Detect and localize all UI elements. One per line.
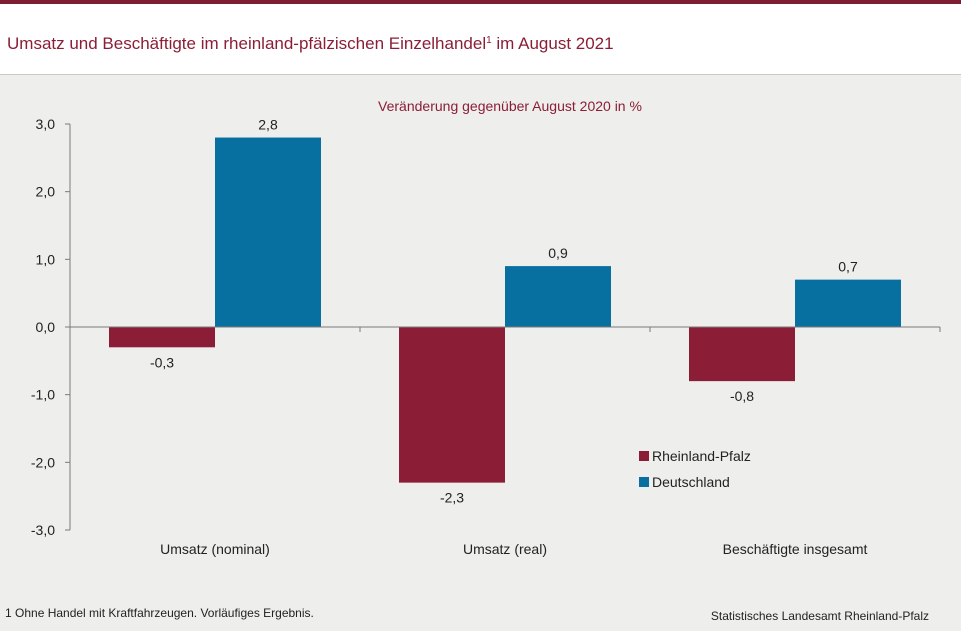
legend: Rheinland-Pfalz Deutschland [639, 448, 751, 490]
bar [215, 137, 321, 327]
page-title: Umsatz und Beschäftigte im rheinland-pfä… [7, 34, 614, 53]
bar [689, 327, 795, 382]
legend-swatch [639, 451, 649, 461]
data-label: 2,8 [258, 117, 278, 133]
source-credit: Statistisches Landesamt Rheinland-Pfalz [710, 609, 929, 623]
y-tick-label: -2,0 [31, 454, 55, 470]
data-label: -0,3 [150, 354, 174, 370]
legend-swatch [639, 477, 649, 487]
x-tick-label: Umsatz (nominal) [160, 541, 270, 557]
bar [109, 327, 215, 348]
bar [795, 279, 901, 327]
y-tick-label: -1,0 [31, 387, 55, 403]
legend-label: Deutschland [652, 474, 730, 490]
top-accent-bar [0, 0, 961, 4]
x-tick-label: Beschäftigte insgesamt [723, 541, 868, 557]
bar [505, 266, 611, 327]
chart-subtitle: Veränderung gegenüber August 2020 in % [378, 98, 642, 114]
y-tick-label: -3,0 [31, 522, 55, 538]
y-tick-label: 2,0 [36, 184, 56, 200]
data-label: -0,8 [730, 388, 754, 404]
x-axis: Umsatz (nominal) Umsatz (real) Beschäftigt… [69, 326, 941, 557]
x-tick-label: Umsatz (real) [463, 541, 547, 557]
data-label: 0,7 [838, 259, 858, 275]
y-tick-label: 1,0 [36, 251, 56, 267]
y-tick-label: 0,0 [36, 319, 56, 335]
y-axis: 3,0 2,0 1,0 0,0 -1,0 -2,0 -3,0 [31, 116, 71, 538]
legend-label: Rheinland-Pfalz [652, 448, 751, 464]
footnote: 1 Ohne Handel mit Kraftfahrzeugen. Vorlä… [5, 606, 314, 620]
y-tick-label: 3,0 [36, 116, 56, 132]
data-label: -2,3 [440, 490, 464, 506]
data-label: 0,9 [548, 245, 568, 261]
bar [399, 327, 505, 483]
bars: -0,3 2,8 -2,3 0,9 -0,8 0,7 [109, 117, 901, 506]
header: Umsatz und Beschäftigte im rheinland-pfä… [0, 4, 961, 74]
header-divider [0, 74, 961, 75]
